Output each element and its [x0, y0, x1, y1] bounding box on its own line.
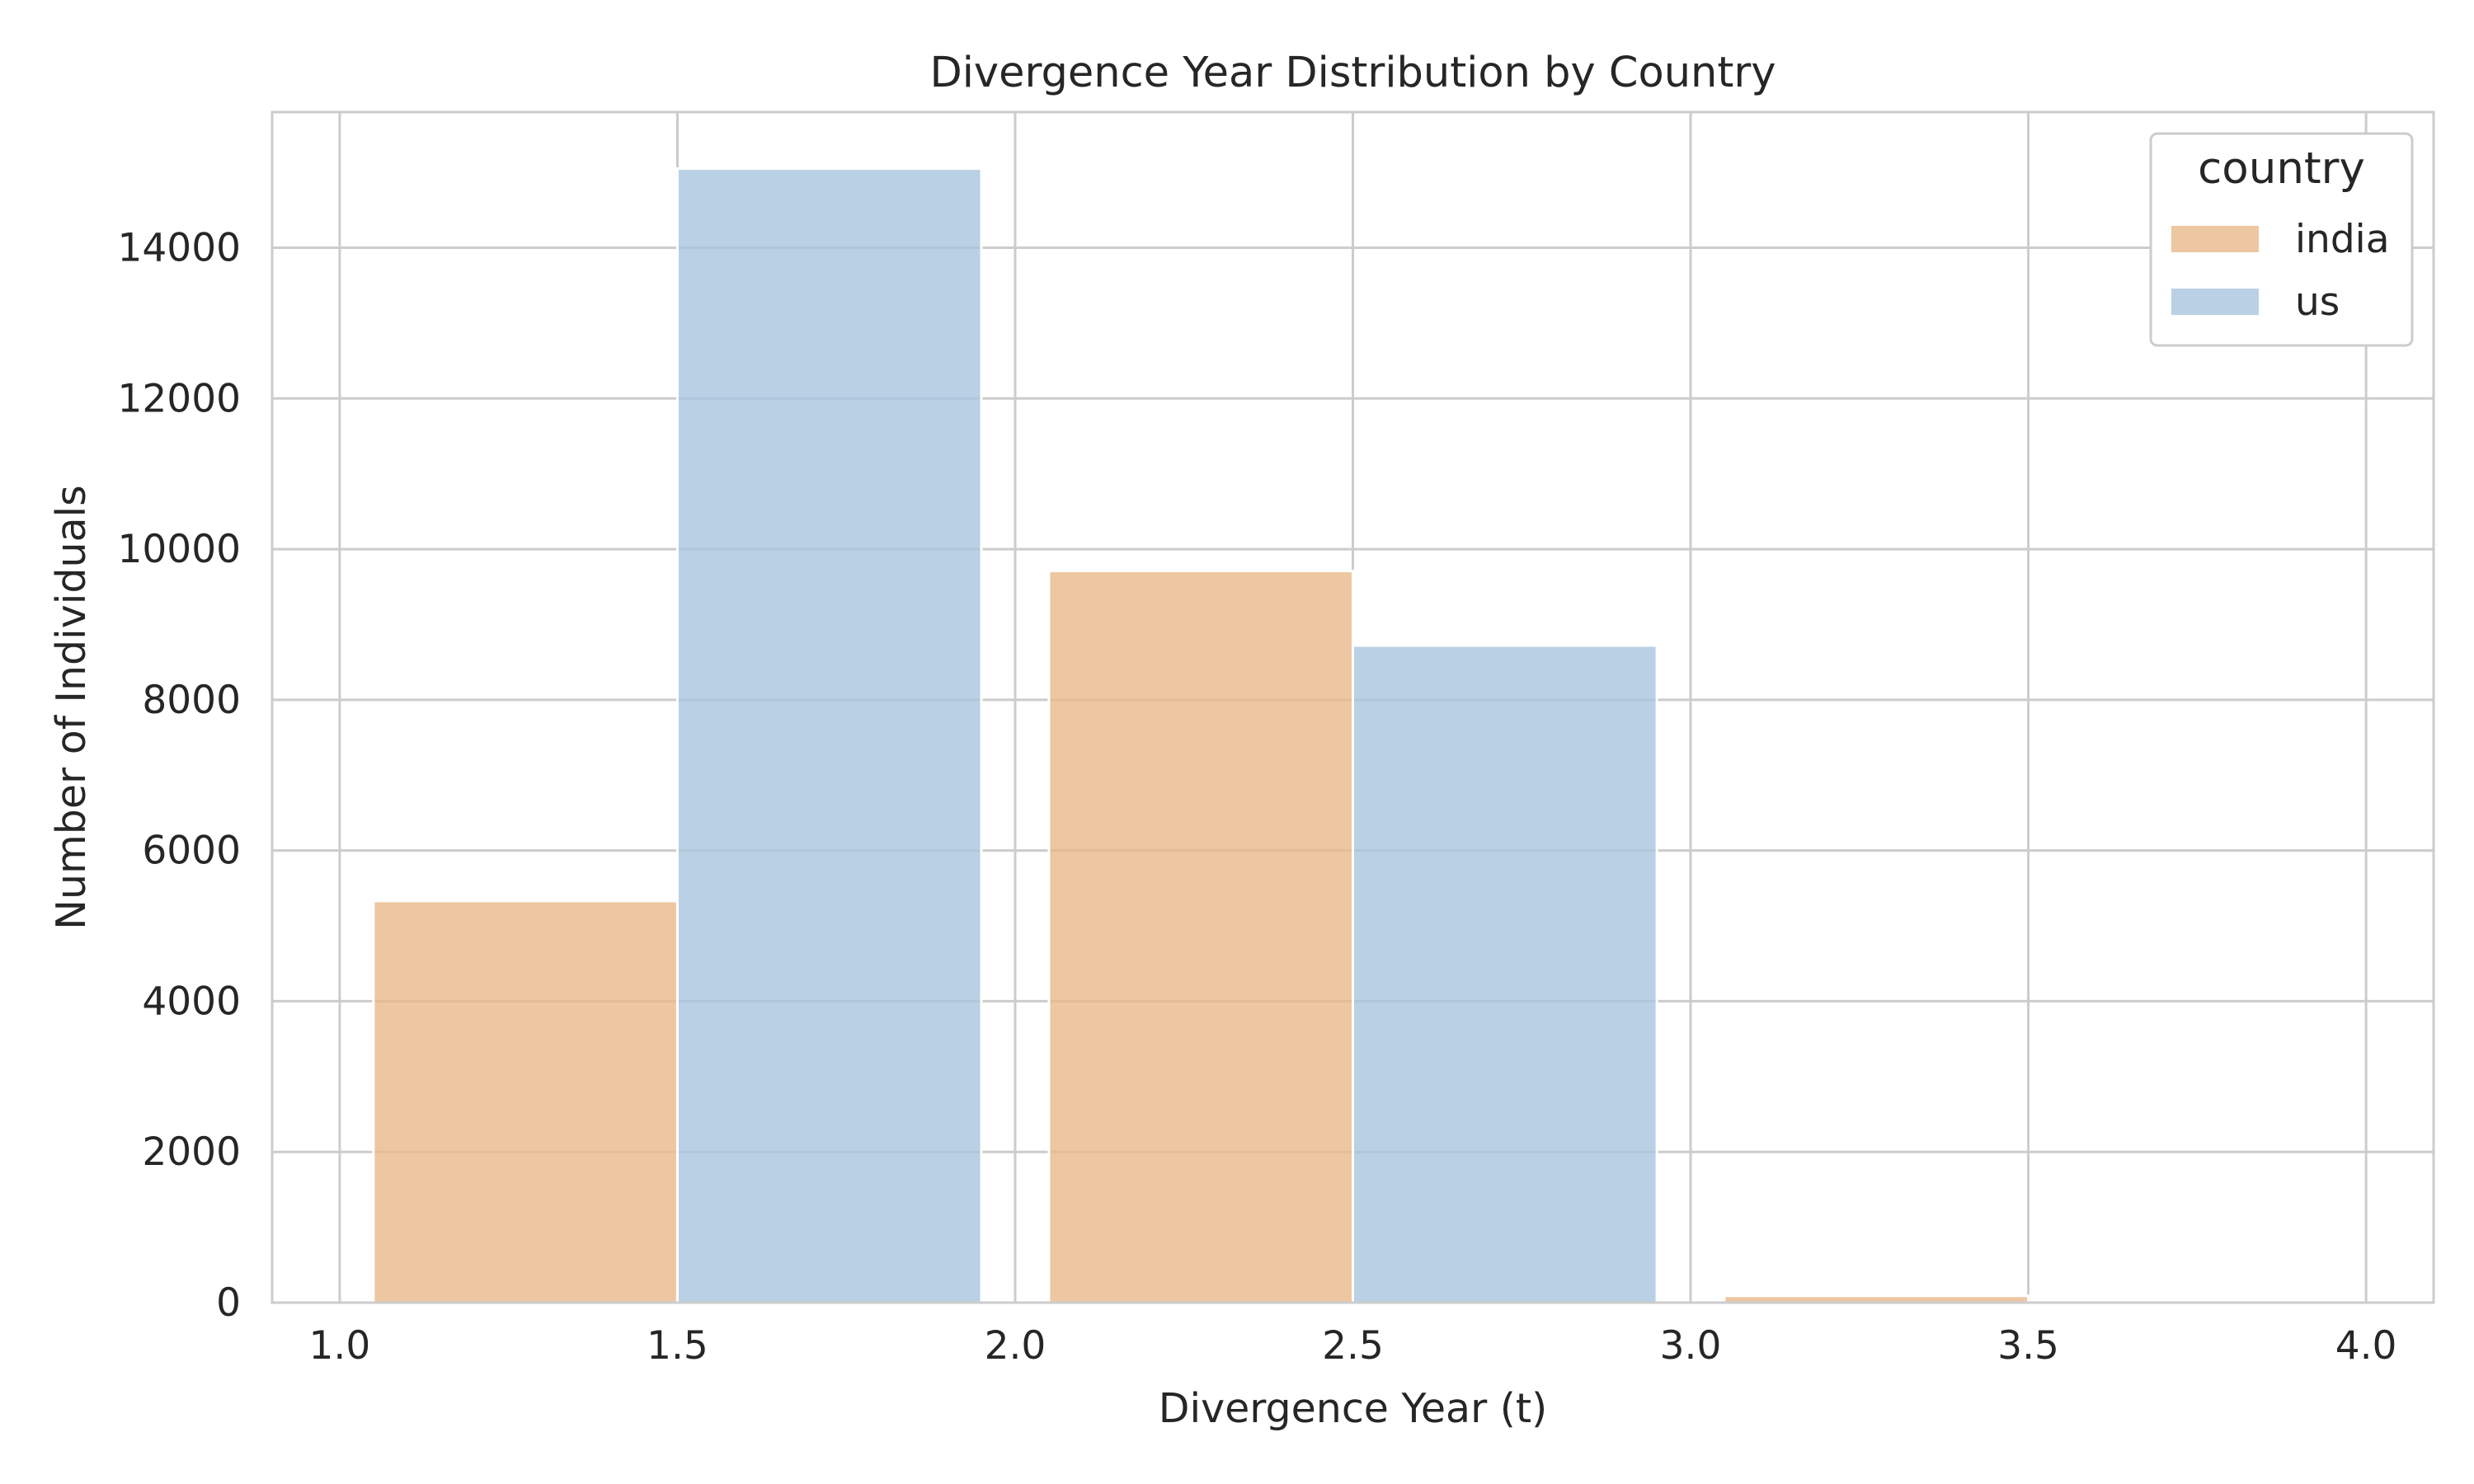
ticks-layer: 1.0 1.5 2.0 2.5 3.0 3.5 4.0 0 2000 4000 6000 8000 10… [117, 226, 2396, 1369]
y-tick-label: 10000 [117, 527, 241, 572]
y-tick-label: 0 [216, 1280, 241, 1326]
legend-swatch-india [2171, 226, 2259, 252]
bar-us [675, 167, 983, 1304]
y-tick-label: 6000 [142, 829, 241, 874]
legend-label-india: india [2295, 217, 2390, 262]
legend-swatch-us [2171, 289, 2259, 315]
plot-frame [270, 110, 2435, 1304]
chart-title: Divergence Year Distribution by Country [929, 49, 1776, 97]
legend-label-us: us [2295, 279, 2340, 325]
x-axis-label: Divergence Year (t) [1159, 1385, 1548, 1432]
bar-india [1047, 570, 1354, 1304]
x-tick-label: 3.5 [1997, 1323, 2059, 1369]
y-tick-label: 2000 [142, 1129, 241, 1175]
y-tick-label: 14000 [117, 226, 241, 271]
bar-us [1352, 644, 1658, 1304]
legend-title: country [2198, 143, 2365, 194]
bars-layer [372, 167, 2030, 1304]
x-tick-label: 1.0 [309, 1323, 371, 1369]
y-tick-label: 4000 [142, 979, 241, 1024]
x-tick-label: 2.5 [1322, 1323, 1384, 1369]
x-tick-label: 3.0 [1660, 1323, 1722, 1369]
x-tick-label: 1.5 [647, 1323, 708, 1369]
grid-layer [272, 112, 2434, 1304]
legend: country india us [2149, 132, 2414, 347]
legend-items: india us [2171, 217, 2390, 325]
x-tick-label: 4.0 [2335, 1323, 2397, 1369]
y-axis-label: Number of Individuals [48, 485, 95, 929]
y-tick-label: 8000 [142, 678, 241, 723]
y-tick-label: 12000 [117, 376, 241, 421]
bar-india [372, 899, 679, 1304]
x-tick-label: 2.0 [985, 1323, 1047, 1369]
